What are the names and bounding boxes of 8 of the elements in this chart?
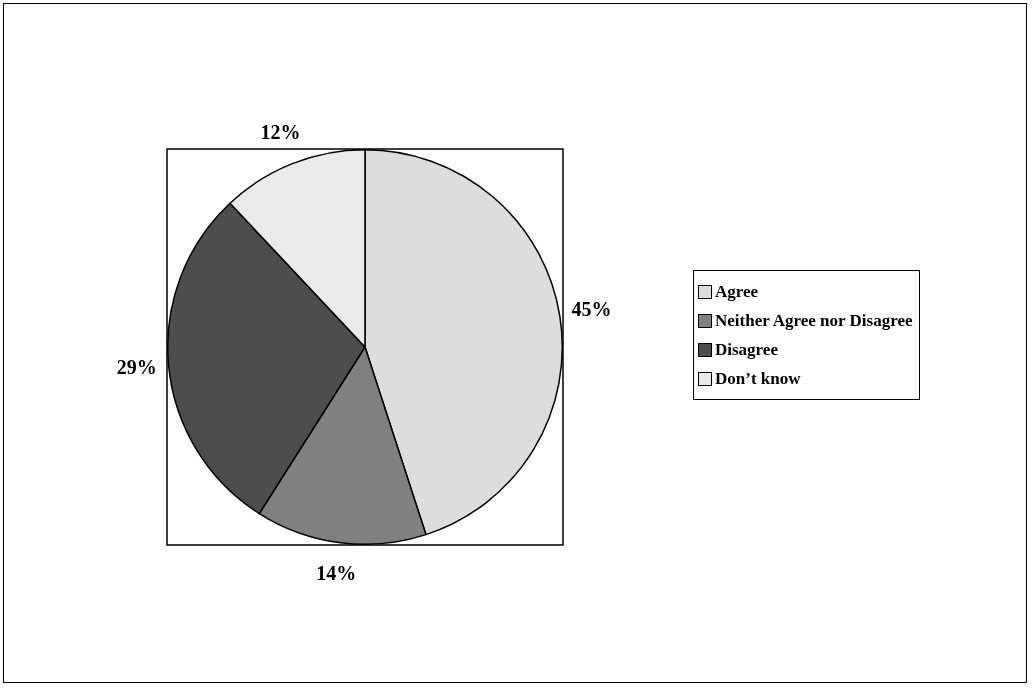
data-label: 12% xyxy=(260,121,301,144)
legend-label: Disagree xyxy=(715,339,778,360)
data-label: 45% xyxy=(571,298,612,321)
legend-label: Agree xyxy=(715,281,759,302)
legend-label: Neither Agree nor Disagree xyxy=(715,310,913,331)
legend-label: Don’t know xyxy=(715,368,801,389)
data-label: 14% xyxy=(316,561,357,584)
data-label: 29% xyxy=(116,355,157,378)
